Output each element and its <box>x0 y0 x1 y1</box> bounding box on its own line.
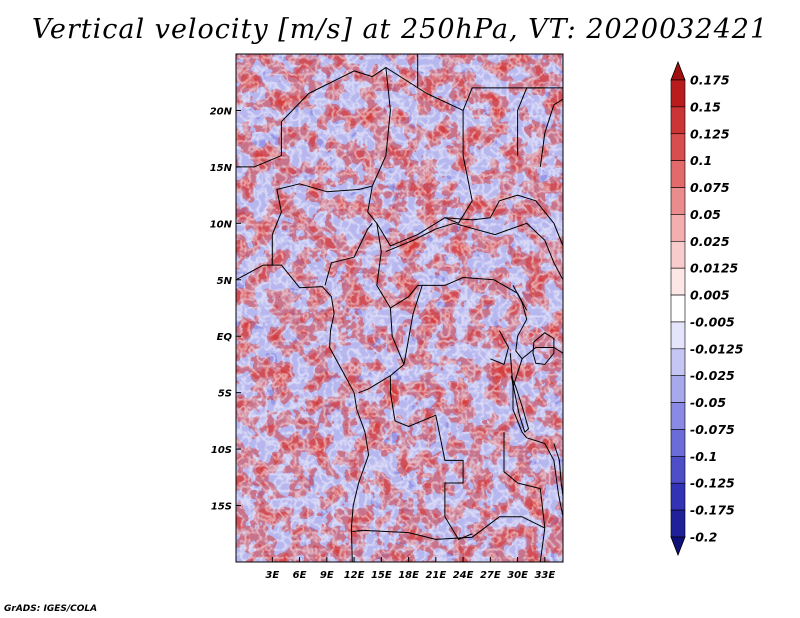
map-frame <box>235 53 564 563</box>
colorbar-label: -0.005 <box>690 314 735 329</box>
colorbar-label: 0.15 <box>690 99 721 114</box>
boundary-line <box>352 529 364 532</box>
colorbar-swatch <box>670 456 686 484</box>
y-tick-label: 10S <box>211 445 232 456</box>
chart-title: Vertical velocity [m/s] at 250hPa, VT: 2… <box>31 14 769 45</box>
colorbar-label: 0.0125 <box>690 261 739 276</box>
colorbar-label: 0.05 <box>690 207 721 222</box>
x-tick-label: 24E <box>453 570 474 581</box>
boundary-line <box>521 347 563 360</box>
boundary-line <box>539 528 546 562</box>
colorbar-label: -0.025 <box>690 368 735 383</box>
colorbar-label: 0.175 <box>690 73 730 88</box>
colorbar-swatch <box>670 79 686 108</box>
x-tick-label: 27E <box>480 570 501 581</box>
colorbar-label: -0.0125 <box>690 341 744 356</box>
colorbar-swatch <box>670 429 686 457</box>
x-tick-label: 12E <box>344 570 365 581</box>
boundary-line <box>236 264 370 562</box>
y-tick-label: 5S <box>218 389 232 400</box>
colorbar-swatch <box>670 106 686 135</box>
boundary-line <box>510 375 529 433</box>
boundary-line <box>539 98 563 167</box>
colorbar-label: -0.05 <box>690 395 726 410</box>
colorbar-swatch <box>670 321 686 350</box>
colorbar-swatch <box>670 294 686 323</box>
colorbar-swatch <box>670 133 686 161</box>
boundary-line <box>490 330 509 365</box>
boundary-line <box>271 183 373 266</box>
colorbar-label: -0.125 <box>690 476 735 491</box>
colorbar-label: -0.1 <box>690 449 717 464</box>
boundary-line <box>358 307 405 394</box>
colorbar-label: 0.1 <box>690 153 712 168</box>
x-tick-label: 21E <box>425 570 446 581</box>
y-tick-label: 15N <box>210 163 233 174</box>
boundary-line <box>376 223 528 311</box>
coastlines-borders <box>236 54 563 562</box>
y-tick-label: 10N <box>210 219 233 230</box>
map-area <box>236 54 563 562</box>
y-tick-label: EQ <box>217 332 233 343</box>
colorbar-swatch <box>670 348 686 377</box>
boundary-line <box>385 67 464 111</box>
boundary-line <box>403 285 423 365</box>
colorbar-swatch <box>670 402 686 430</box>
boundary-line <box>389 375 473 540</box>
x-tick-label: 15E <box>371 570 392 581</box>
colorbar-label: 0.005 <box>690 288 730 303</box>
boundary-line <box>385 222 563 281</box>
colorbar-swatch <box>670 267 686 296</box>
colorbar-label: -0.175 <box>690 503 735 518</box>
credit-label: GrADS: IGES/COLA <box>4 604 98 614</box>
x-tick-label: 30E <box>507 570 528 581</box>
y-tick-label: 5N <box>217 276 233 287</box>
colorbar-swatch <box>670 240 686 269</box>
y-axis: 20N 15N 10N 5N EQ 5S 10S 15S <box>210 106 241 513</box>
colorbar-swatch <box>670 160 686 188</box>
x-tick-label: 9E <box>320 570 334 581</box>
boundary-line <box>324 222 373 286</box>
x-tick-label: 33E <box>534 570 555 581</box>
colorbar-label: 0.025 <box>690 234 730 249</box>
colorbar-swatch <box>670 375 686 403</box>
y-tick-label: 20N <box>210 106 233 117</box>
map-white-speckle <box>236 54 563 562</box>
colorbar-swatch <box>670 187 686 215</box>
boundary-line <box>444 194 563 247</box>
colorbar-swatch <box>670 482 686 511</box>
boundary-line <box>503 432 546 529</box>
x-tick-label: 3E <box>265 570 279 581</box>
colorbar-swatch <box>670 214 686 242</box>
boundary-line <box>532 332 555 365</box>
colorbar-swatch <box>670 60 686 81</box>
boundary-line <box>526 437 563 517</box>
boundary-line <box>363 516 546 540</box>
y-tick-label: 15S <box>211 502 232 513</box>
colorbar-swatch <box>670 509 686 538</box>
colorbar-label: 0.075 <box>690 180 730 195</box>
boundary-line <box>517 87 545 156</box>
boundary-line <box>236 67 563 247</box>
x-tick-label: 6E <box>293 570 307 581</box>
x-tick-label: 18E <box>398 570 419 581</box>
colorbar-label: 0.125 <box>690 126 730 141</box>
colorbar-label: -0.2 <box>690 530 717 545</box>
boundary-line <box>553 443 563 497</box>
boundary-line <box>509 353 528 439</box>
colorbar: 0.175 0.15 0.125 0.1 0.075 0.05 0.025 0.0125 0.0… <box>670 60 744 557</box>
colorbar-swatch <box>670 536 686 557</box>
colorbar-label: -0.075 <box>690 422 735 437</box>
x-axis: 3E 6E 9E 12E 15E 18E 21E 24E 27E 30E 33E <box>265 557 555 581</box>
